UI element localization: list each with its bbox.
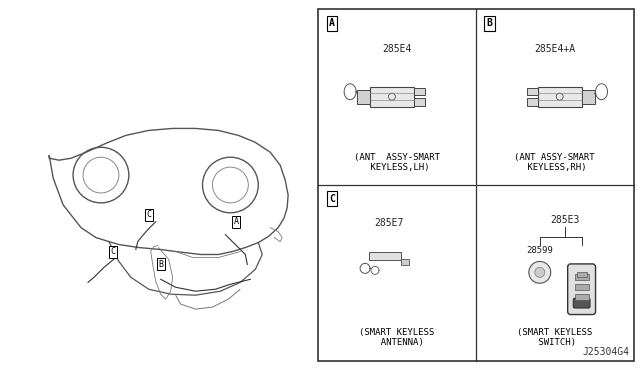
Bar [414, 88, 425, 95]
Bar [401, 259, 409, 265]
Text: 285E4: 285E4 [382, 44, 412, 54]
Text: (ANT ASSY-SMART: (ANT ASSY-SMART [515, 153, 595, 162]
Text: (SMART KEYLESS: (SMART KEYLESS [517, 328, 593, 337]
Bar [414, 98, 425, 106]
Bar [357, 90, 370, 104]
Text: ANTENNA): ANTENNA) [370, 338, 424, 347]
Bar [538, 87, 582, 107]
Text: 285E3: 285E3 [550, 215, 579, 225]
Text: SWITCH): SWITCH) [533, 338, 576, 347]
Bar [370, 87, 414, 107]
Circle shape [535, 267, 545, 277]
Bar [575, 274, 589, 280]
Text: KEYLESS,RH): KEYLESS,RH) [522, 163, 587, 171]
Text: 285E7: 285E7 [374, 218, 404, 228]
Circle shape [529, 262, 551, 283]
Bar [369, 251, 401, 260]
Text: A: A [329, 18, 335, 28]
Text: KEYLESS,LH): KEYLESS,LH) [365, 163, 429, 171]
Bar [575, 284, 589, 290]
Text: C: C [111, 247, 115, 256]
FancyBboxPatch shape [568, 264, 596, 315]
Bar [318, 9, 634, 361]
Text: J25304G4: J25304G4 [582, 347, 630, 357]
Text: B: B [158, 260, 163, 269]
Bar [582, 90, 595, 104]
FancyBboxPatch shape [573, 298, 590, 308]
Text: A: A [234, 217, 239, 226]
Text: (ANT  ASSY-SMART: (ANT ASSY-SMART [354, 153, 440, 162]
Text: B: B [487, 18, 493, 28]
Text: (SMART KEYLESS: (SMART KEYLESS [359, 328, 435, 337]
Bar [527, 88, 538, 95]
Text: C: C [329, 194, 335, 204]
Text: 285E4+A: 285E4+A [534, 44, 575, 54]
Text: C: C [147, 210, 151, 219]
Text: 28599: 28599 [526, 246, 553, 255]
Bar [527, 98, 538, 106]
Bar [575, 294, 589, 300]
Bar [577, 272, 587, 277]
